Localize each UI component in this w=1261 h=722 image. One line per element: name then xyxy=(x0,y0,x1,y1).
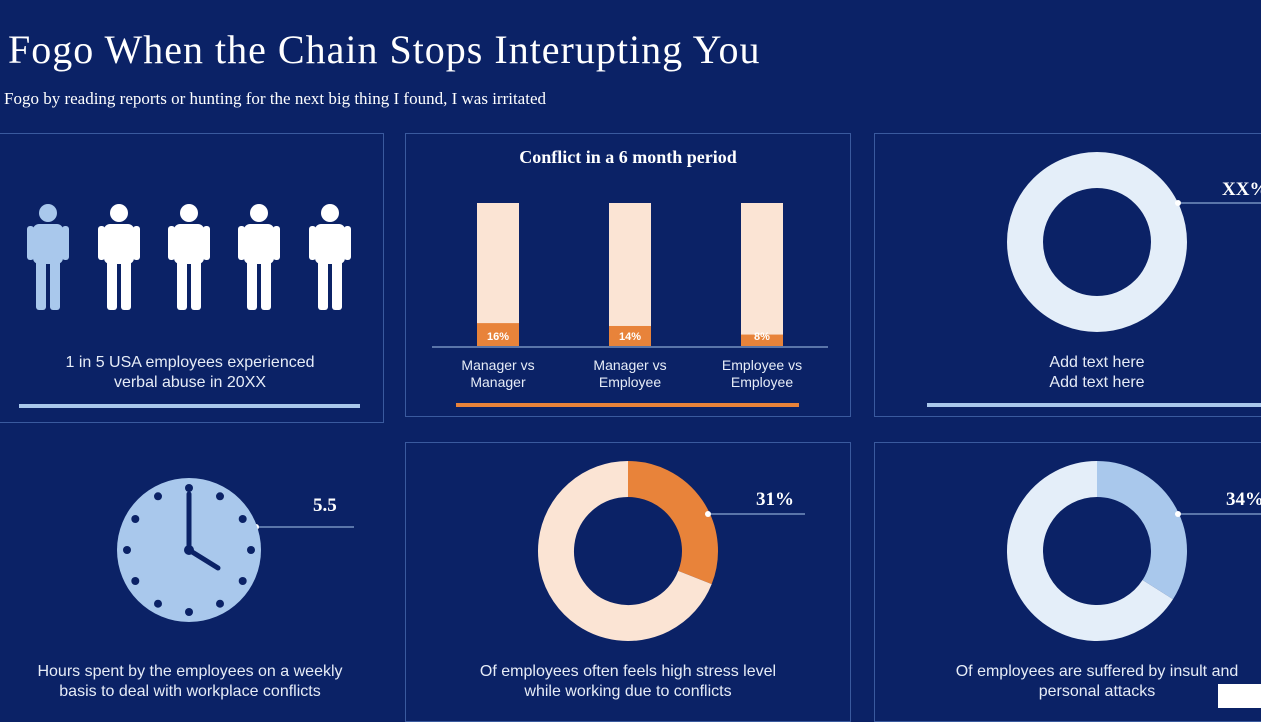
bar-track xyxy=(741,203,783,346)
donut-top-panel xyxy=(874,133,1261,417)
bar-track xyxy=(609,203,651,346)
donut-slice xyxy=(538,461,712,641)
people-icons xyxy=(27,204,351,310)
donut-top-rule xyxy=(927,403,1261,407)
page-title: Fogo When the Chain Stops Interupting Yo… xyxy=(8,27,761,72)
clock-caption-line2: basis to deal with workplace conflicts xyxy=(59,683,321,700)
clock-caption: Hours spent by the employees on a weekly… xyxy=(0,662,380,702)
bar-value-label: 14% xyxy=(618,331,642,343)
bar xyxy=(477,323,519,346)
bar xyxy=(609,325,651,346)
person-icon xyxy=(27,204,69,310)
page-subtitle: Fogo by reading reports or hunting for t… xyxy=(4,89,546,108)
people-caption: 1 in 5 USA employees experienced verbal … xyxy=(0,353,380,393)
person-icon xyxy=(238,204,280,310)
donut-top-caption: Add text here Add text here xyxy=(897,353,1261,393)
stress-caption: Of employees often feels high stress lev… xyxy=(405,662,851,702)
person-icon xyxy=(309,204,351,310)
callout-dot-insult xyxy=(1175,511,1181,517)
bar-rule xyxy=(456,403,799,407)
insult-caption-line1: Of employees are suffered by insult and xyxy=(955,663,1239,680)
bar-chart-title: Conflict in a 6 month period xyxy=(519,147,737,167)
bar-category-label: Manager vs Employee xyxy=(593,357,667,390)
donut-top-caption-line2: Add text here xyxy=(1049,374,1145,391)
donut-slice xyxy=(1007,461,1173,641)
bar-category-label: Employee vs Employee xyxy=(721,357,803,390)
bar-track xyxy=(477,203,519,346)
person-icon xyxy=(98,204,140,310)
people-panel xyxy=(0,133,384,423)
stress-callout: 31% xyxy=(756,489,794,510)
bar-category-label: Manager vs Manager xyxy=(461,357,535,390)
bar-value-label: 16% xyxy=(486,331,510,343)
bar xyxy=(741,334,783,346)
donut-top-callout: XX% xyxy=(1222,179,1261,200)
donut-slice xyxy=(1096,461,1187,600)
donut-insult-chart xyxy=(1007,461,1187,641)
donut-top-caption-line1: Add text here xyxy=(1049,354,1145,371)
donut-stress-chart xyxy=(538,461,718,641)
donut-top-chart xyxy=(1007,152,1187,332)
callout-dot-stress xyxy=(705,511,711,517)
person-icon xyxy=(168,204,210,310)
people-caption-line2: verbal abuse in 20XX xyxy=(113,374,267,391)
insult-callout: 34% xyxy=(1226,489,1261,510)
insult-caption: Of employees are suffered by insult and … xyxy=(897,662,1261,702)
people-caption-line1: 1 in 5 USA employees experienced xyxy=(65,354,315,371)
people-rule xyxy=(19,404,360,408)
callout-dot-top xyxy=(1175,200,1181,206)
bar-chart xyxy=(477,203,783,346)
donut-slice xyxy=(627,461,718,585)
clock-icon xyxy=(117,478,261,622)
corner-block xyxy=(1218,684,1261,708)
stress-caption-line1: Of employees often feels high stress lev… xyxy=(479,663,777,680)
clock-caption-line1: Hours spent by the employees on a weekly xyxy=(37,663,343,680)
bar-chart-panel xyxy=(405,133,851,417)
donut-top-ring xyxy=(1007,152,1187,332)
insult-caption-line2: personal attacks xyxy=(1038,683,1156,700)
clock-callout: 5.5 xyxy=(313,495,337,516)
bar-value-label: 8% xyxy=(754,331,770,343)
stress-caption-line2: while working due to conflicts xyxy=(524,683,732,700)
